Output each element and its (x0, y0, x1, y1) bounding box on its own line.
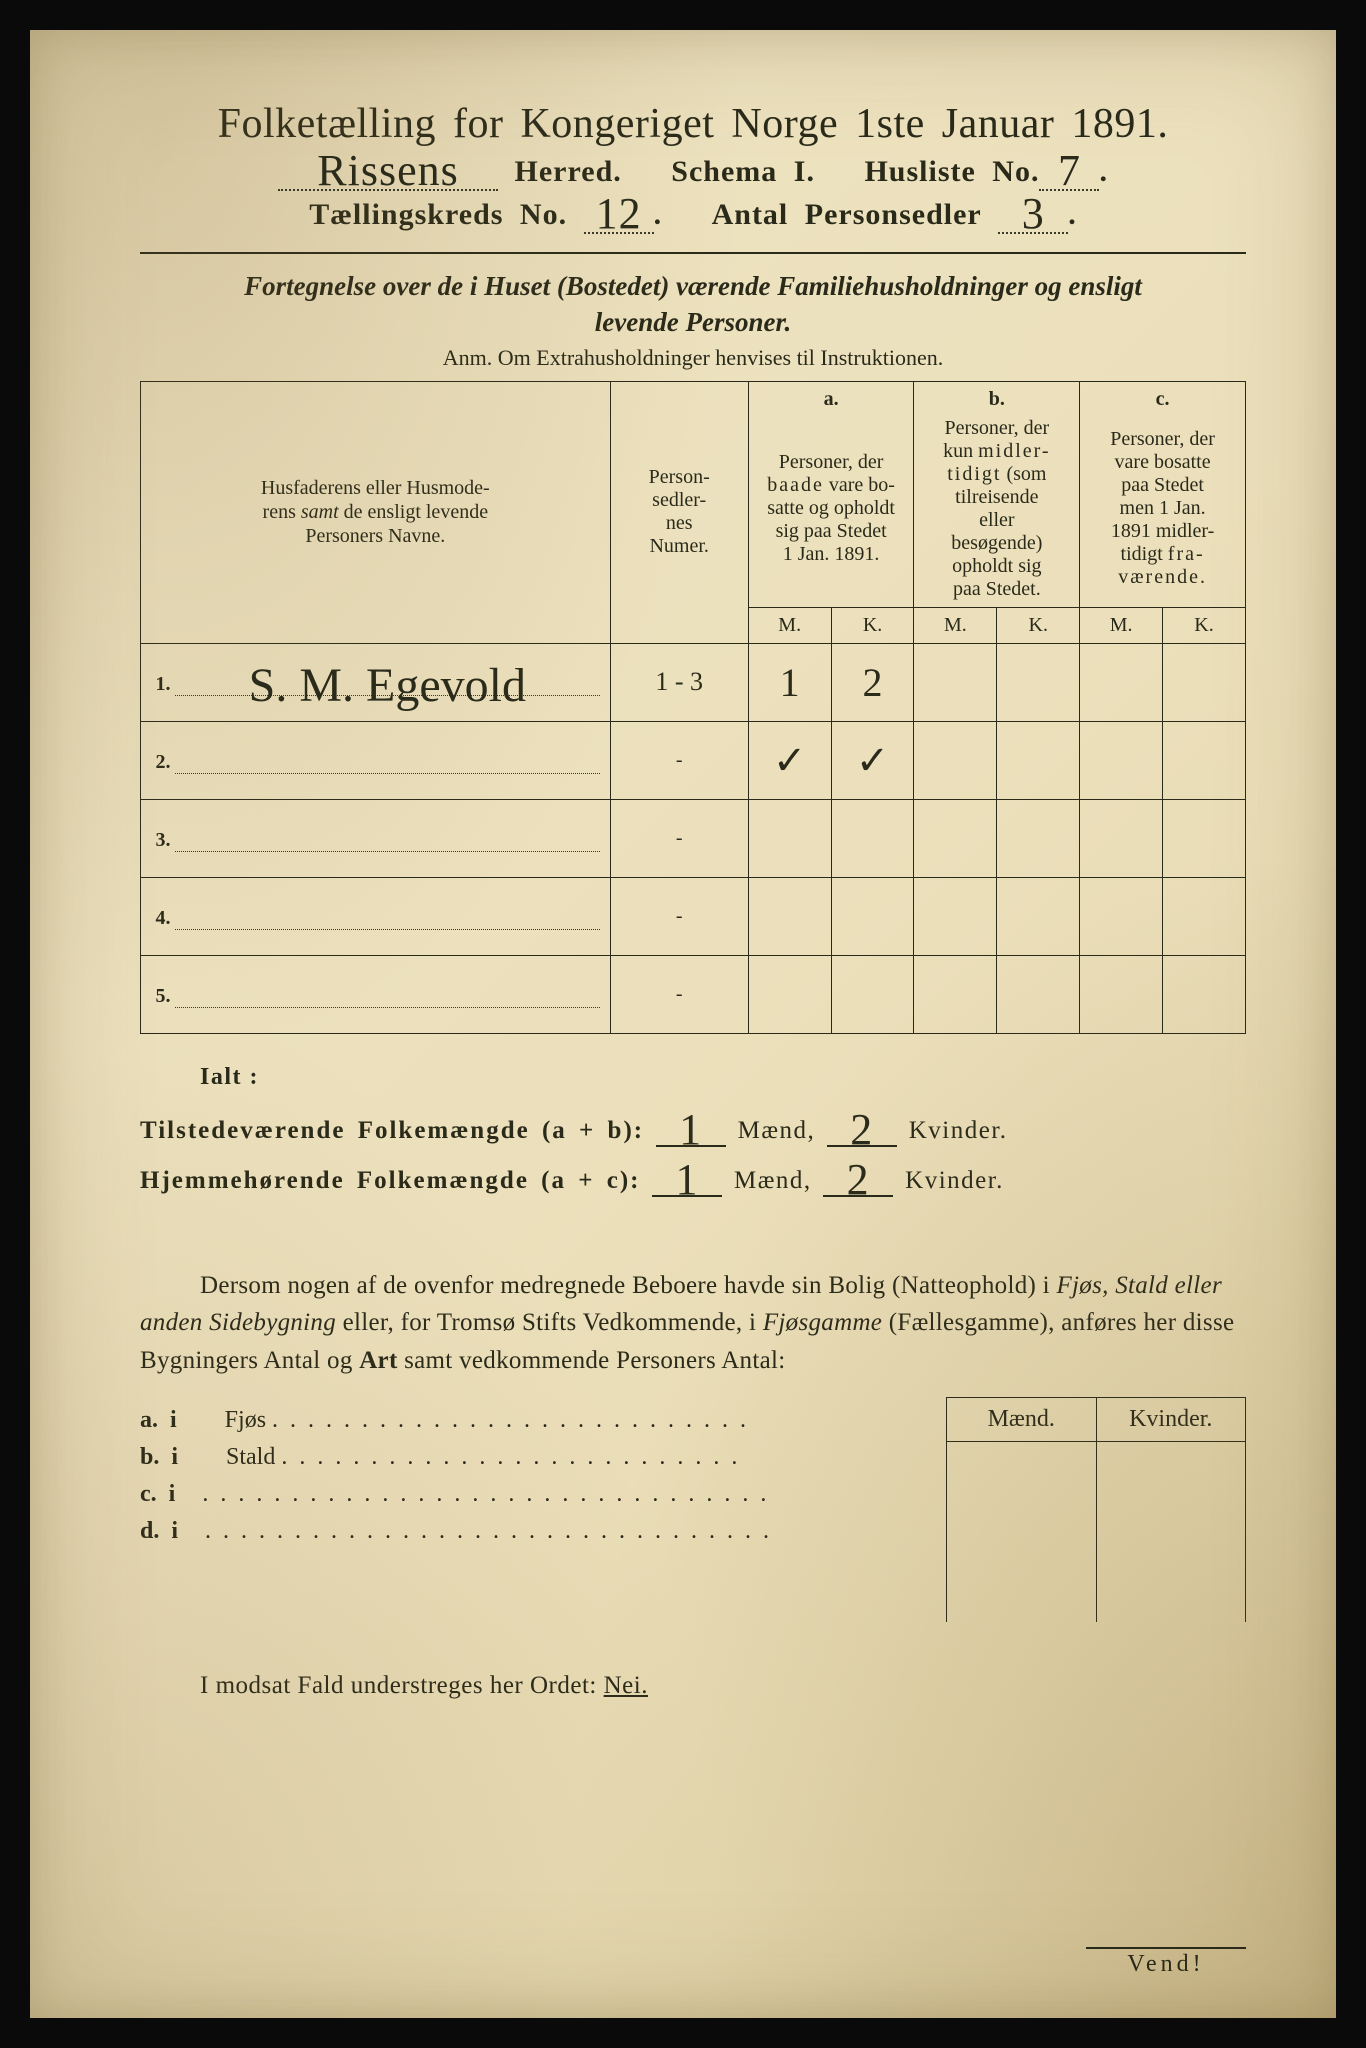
herred-field: Rissens (278, 154, 498, 191)
anm-note: Anm. Om Extrahusholdninger henvises til … (140, 345, 1246, 371)
herred-label: Herred. (515, 155, 622, 188)
footer-nei: Nei. (604, 1672, 648, 1699)
table-row: 1.S. M. Egevold 1 - 3 1 2 (141, 643, 1246, 721)
ialt-label: Ialt : (200, 1064, 1246, 1091)
mk-a-m: M. (748, 607, 831, 643)
l2-k-val: 2 (847, 1167, 871, 1193)
col-num-header: Person-sedler-nesNumer. (610, 381, 748, 643)
hdr-maend: Mænd. (947, 1398, 1097, 1442)
l1-m-field: 1 (656, 1111, 726, 1147)
col-b-top: b. (914, 381, 1080, 411)
table-header-row-1: Husfaderens eller Husmode-rens samt de e… (141, 381, 1246, 411)
building-counts-hdr: Mænd. Kvinder. (947, 1398, 1245, 1442)
kvinder-2: Kvinder. (905, 1167, 1004, 1194)
col-c-top: c. (1080, 381, 1246, 411)
row-a: a. i Fjøs . . . . . . . . . . . . . . . … (140, 1407, 946, 1434)
antal-label: Antal Personsedler (712, 198, 982, 231)
footer-line: I modsat Fald understreges her Ordet: Ne… (140, 1672, 1246, 1700)
building-counts: Mænd. Kvinder. (946, 1397, 1246, 1622)
schema-label: Schema I. (671, 155, 815, 188)
vend-label: Vend! (1086, 1947, 1246, 1978)
col-a-top: a. (748, 381, 914, 411)
mk-b-m: M. (914, 607, 997, 643)
totals-line-2: Hjemmehørende Folkemængde (a + c): 1 Mæn… (140, 1161, 1246, 1197)
page-title: Folketælling for Kongeriget Norge 1ste J… (140, 100, 1246, 148)
row-c: c. i . . . . . . . . . . . . . . . . . .… (140, 1481, 946, 1508)
maend-2: Mænd, (734, 1167, 812, 1194)
husliste-field: 7 (1039, 154, 1099, 191)
totals-section: Ialt : Tilstedeværende Folkemængde (a + … (140, 1064, 1246, 1197)
totals-line-1: Tilstedeværende Folkemængde (a + b): 1 M… (140, 1111, 1246, 1147)
kvinder-1: Kvinder. (909, 1117, 1008, 1144)
antal-value: 3 (1022, 201, 1045, 227)
hdr-kvinder: Kvinder. (1097, 1398, 1246, 1442)
header-line-2: Tællingskreds No. 12. Antal Personsedler… (140, 197, 1246, 234)
maend-1: Mænd, (738, 1117, 816, 1144)
table-row: 3. - (141, 799, 1246, 877)
document-paper: { "title": "Folketælling for Kongeriget … (30, 30, 1336, 2018)
table-row: 4. - (141, 877, 1246, 955)
building-paragraph: Dersom nogen af de ovenfor medregnede Be… (140, 1267, 1246, 1380)
col-a-header: Personer, derbaade vare bo-satte og opho… (748, 411, 914, 608)
page-container: { "title": "Folketælling for Kongeriget … (0, 0, 1366, 2048)
husliste-value: 7 (1058, 158, 1081, 184)
herred-value: Rissens (317, 158, 458, 184)
totals-l2-label: Hjemmehørende Folkemængde (a + c): (140, 1167, 640, 1194)
kreds-field: 12 (584, 197, 654, 234)
subheading-l2: levende Personer. (595, 307, 791, 337)
col-c-header: Personer, dervare bosattepaa Stedetmen 1… (1080, 411, 1246, 608)
l2-m-val: 1 (675, 1167, 699, 1193)
col-name-header: Husfaderens eller Husmode-rens samt de e… (141, 381, 611, 643)
row-b: b. i Stald . . . . . . . . . . . . . . .… (140, 1444, 946, 1471)
census-table: Husfaderens eller Husmode-rens samt de e… (140, 381, 1246, 1034)
kreds-label: Tællingskreds No. (309, 198, 567, 231)
mk-a-k: K. (831, 607, 914, 643)
kreds-value: 12 (596, 201, 642, 227)
antal-field: 3 (998, 197, 1068, 234)
building-table: a. i Fjøs . . . . . . . . . . . . . . . … (140, 1397, 1246, 1622)
l2-m-field: 1 (652, 1161, 722, 1197)
mk-c-m: M. (1080, 607, 1163, 643)
divider-1 (140, 252, 1246, 254)
mk-c-k: K. (1163, 607, 1246, 643)
building-list: a. i Fjøs . . . . . . . . . . . . . . . … (140, 1397, 946, 1622)
mk-b-k: K. (997, 607, 1080, 643)
table-row: 2. - ✓ ✓ (141, 721, 1246, 799)
l1-k-val: 2 (850, 1117, 874, 1143)
row-d: d. i . . . . . . . . . . . . . . . . . .… (140, 1518, 946, 1545)
building-counts-body (947, 1442, 1245, 1622)
totals-l1-label: Tilstedeværende Folkemængde (a + b): (140, 1117, 644, 1144)
l1-k-field: 2 (827, 1111, 897, 1147)
l1-m-val: 1 (679, 1117, 703, 1143)
subheading: Fortegnelse over de i Huset (Bostedet) v… (140, 268, 1246, 341)
col-b-header: Personer, derkun midler-tidigt (somtilre… (914, 411, 1080, 608)
subheading-l1: Fortegnelse over de i Huset (Bostedet) v… (244, 271, 1142, 301)
footer-text: I modsat Fald understreges her Ordet: (200, 1672, 597, 1699)
header-line-1: Rissens Herred. Schema I. Husliste No.7. (140, 154, 1246, 191)
husliste-label: Husliste No. (864, 155, 1039, 188)
l2-k-field: 2 (823, 1161, 893, 1197)
table-row: 5. - (141, 955, 1246, 1033)
